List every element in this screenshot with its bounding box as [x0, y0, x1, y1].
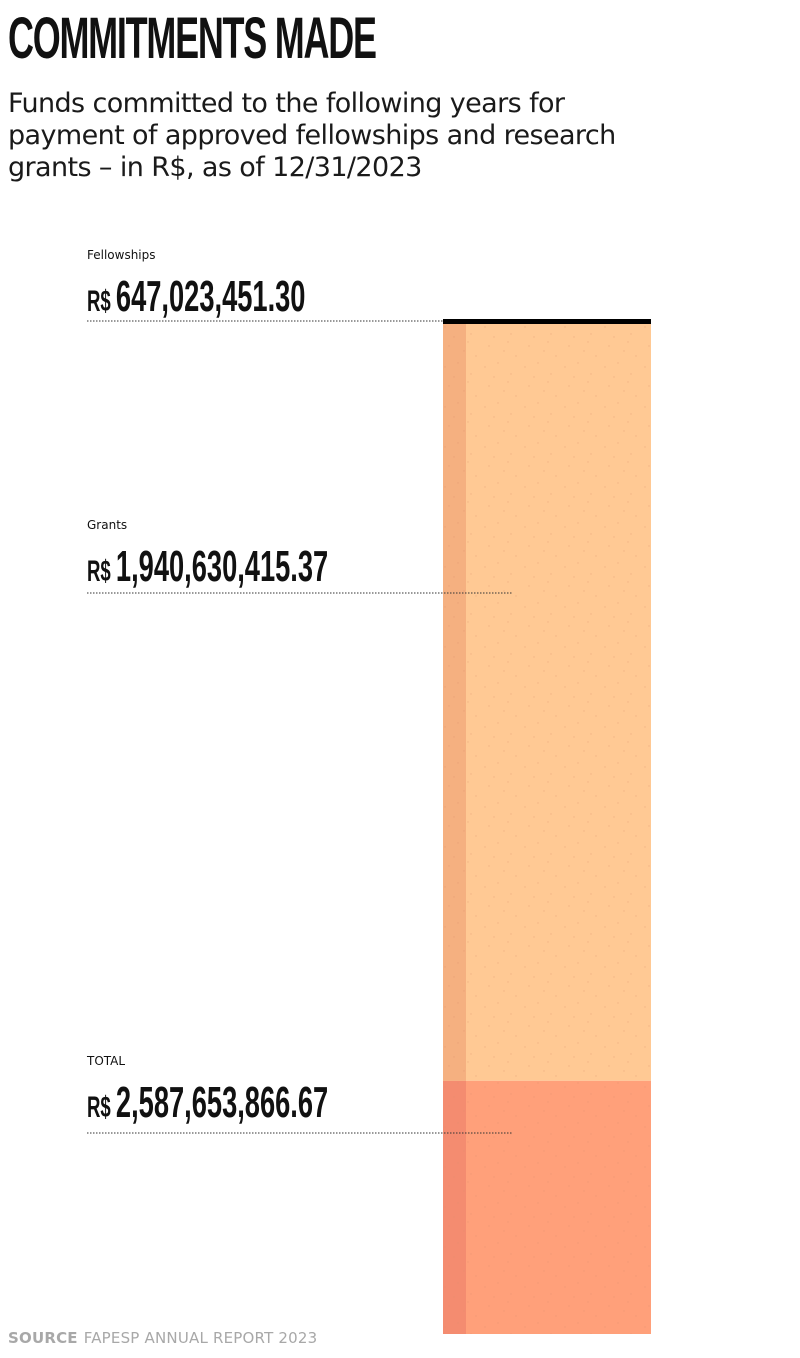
amount: 647,023,451.30 — [116, 271, 306, 320]
label-fellowships-value: R$ 647,023,451.30 — [87, 271, 305, 320]
source-label: SOURCE — [8, 1329, 78, 1347]
amount: 1,940,630,415.37 — [116, 541, 328, 590]
currency-symbol: R$ — [87, 555, 116, 589]
amount: 2,587,653,866.67 — [116, 1077, 328, 1126]
currency-symbol: R$ — [87, 1091, 116, 1125]
page-subtitle: Funds committed to the following years f… — [8, 88, 616, 183]
label-total-value: R$ 2,587,653,866.67 — [87, 1077, 328, 1126]
bar-segment-grants-texture — [443, 321, 651, 1081]
bar-top-line — [443, 319, 651, 324]
currency-symbol: R$ — [87, 285, 116, 319]
bar-segment-fellowships-texture — [443, 1080, 651, 1334]
label-grants-category: Grants — [87, 518, 127, 532]
source-text: FAPESP ANNUAL REPORT 2023 — [83, 1329, 318, 1347]
label-fellowships-category: Fellowships — [87, 248, 156, 262]
page-title: COMMITMENTS MADE — [8, 6, 377, 71]
label-total-category: TOTAL — [86, 1054, 125, 1068]
source-note: SOURCE FAPESP ANNUAL REPORT 2023 — [8, 1329, 317, 1347]
label-grants-value: R$ 1,940,630,415.37 — [87, 541, 328, 590]
